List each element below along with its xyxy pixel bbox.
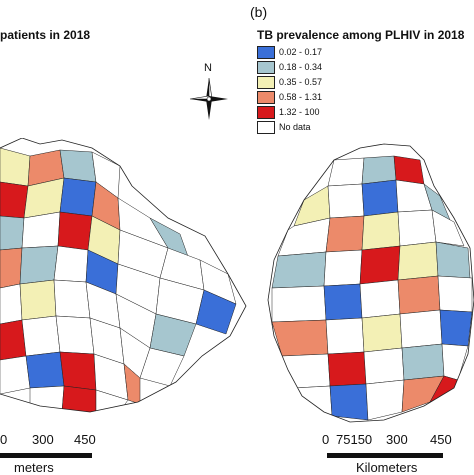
left-scale-tick: 300	[32, 432, 54, 447]
left-choropleth-map	[0, 138, 247, 413]
panel-letter-b: (b)	[250, 4, 268, 20]
legend-label: 1.32 - 100	[279, 107, 320, 117]
legend-label: 0.18 - 0.34	[279, 62, 323, 72]
legend-label: 0.35 - 0.57	[279, 77, 323, 87]
north-label: N	[204, 62, 212, 74]
right-scale-tick: 300	[386, 432, 408, 447]
left-scale-tick: 450	[74, 432, 96, 447]
left-scale-tick: 0	[0, 432, 8, 447]
left-scale-bar	[0, 453, 92, 458]
legend-swatch	[257, 76, 275, 89]
right-scale-tick: 0	[322, 432, 330, 447]
legend-label: 0.02 - 0.17	[279, 47, 323, 57]
legend-title: TB prevalence among PLHIV in 2018	[257, 28, 465, 42]
left-scale-unit: meters	[14, 460, 54, 475]
right-scale-unit: Kilometers	[356, 460, 418, 475]
right-scale-tick: 450	[430, 432, 452, 447]
legend-swatch	[257, 91, 275, 104]
right-choropleth-map	[267, 143, 474, 423]
left-map-title: patients in 2018	[0, 28, 91, 42]
legend-label: 0.58 - 1.31	[279, 92, 323, 102]
legend-swatch	[257, 61, 275, 74]
right-scale-bar	[327, 453, 443, 458]
legend-swatch	[257, 106, 275, 119]
legend-label: No data	[279, 122, 311, 132]
legend-swatch	[257, 46, 275, 59]
right-scale-tick: 75150	[336, 432, 373, 447]
north-arrow-icon	[189, 77, 228, 120]
legend-swatch	[257, 121, 275, 134]
